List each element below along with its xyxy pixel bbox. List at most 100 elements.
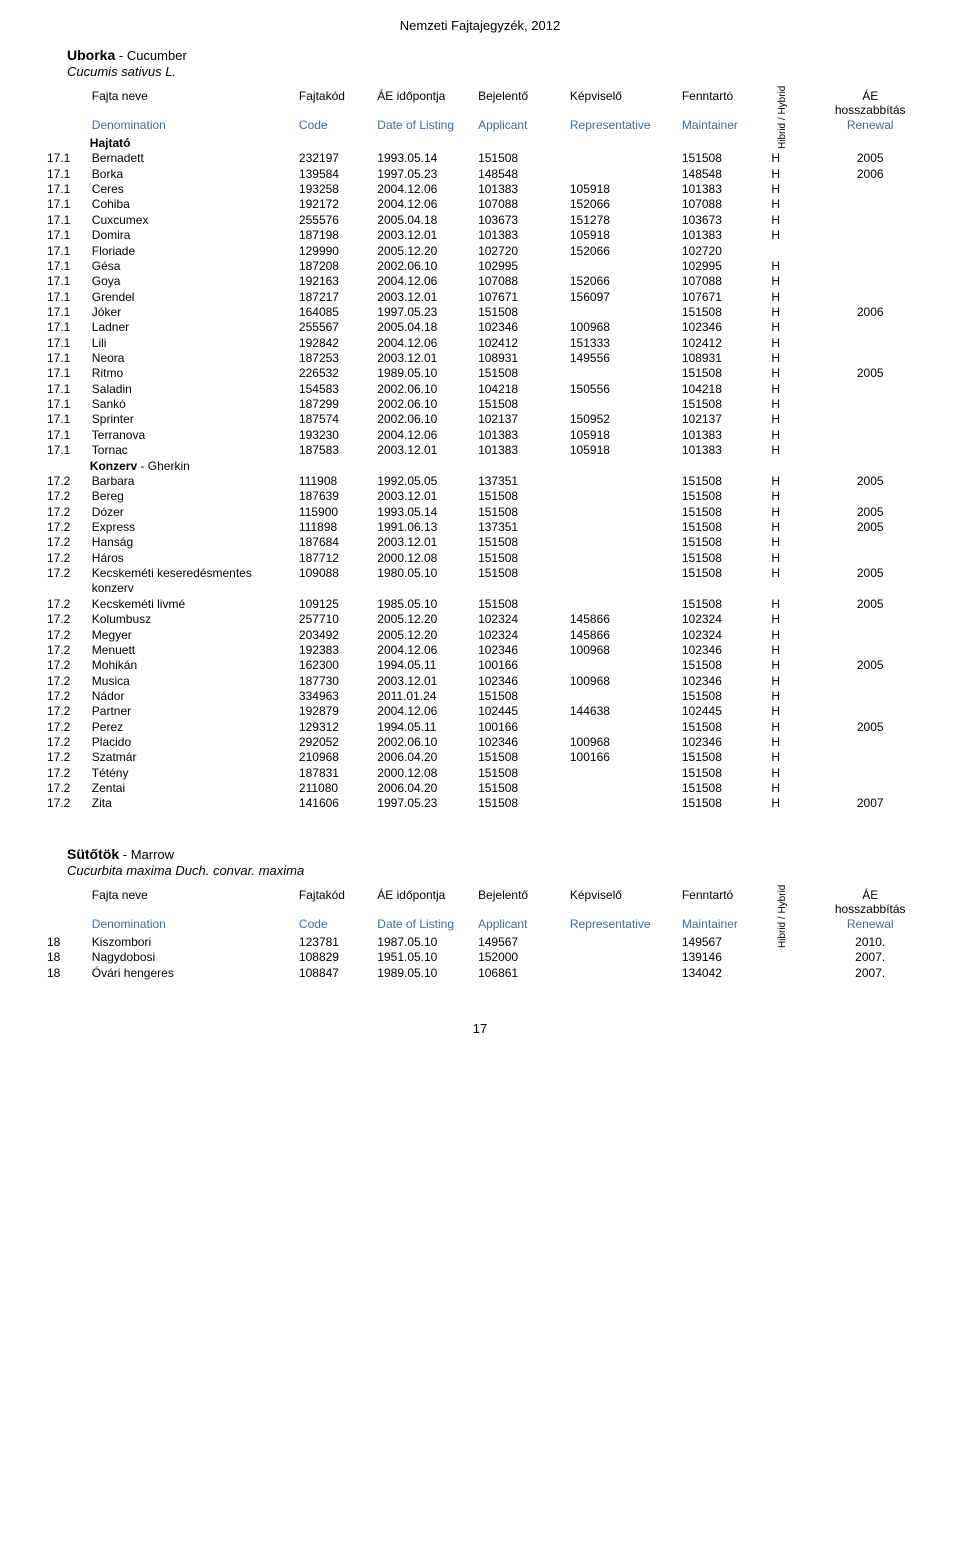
- cell-hyb: H: [769, 704, 825, 719]
- cell-code: 193230: [297, 428, 375, 443]
- cell-app: 102412: [476, 336, 568, 351]
- species-name-sep: -: [119, 48, 127, 63]
- cell-name: Borka: [90, 167, 297, 182]
- cell-rep: 145866: [568, 612, 680, 627]
- table-row: 17.2Dózer1159001993.05.14151508151508H20…: [45, 505, 915, 520]
- cell-maint: 134042: [680, 966, 770, 981]
- cell-code: 334963: [297, 689, 375, 704]
- cell-renew: [825, 428, 915, 443]
- cell-hyb: H: [769, 259, 825, 274]
- cell-name: Musica: [90, 674, 297, 689]
- species2-latin: Cucurbita maxima Duch. convar. maxima: [67, 863, 915, 878]
- cell-rep: 152066: [568, 244, 680, 259]
- cell-code: 187684: [297, 535, 375, 550]
- cell-hyb: H: [769, 412, 825, 427]
- cell-maint: 102346: [680, 320, 770, 335]
- cell-idx: 17.1: [45, 244, 90, 259]
- cell-renew: [825, 766, 915, 781]
- cell-maint: 102346: [680, 735, 770, 750]
- table-row: 17.2Express1118981991.06.13137351151508H…: [45, 520, 915, 535]
- cell-date: 2004.12.06: [375, 182, 476, 197]
- cell-code: 193258: [297, 182, 375, 197]
- cell-date: 2003.12.01: [375, 674, 476, 689]
- cell-rep: [568, 535, 680, 550]
- cell-maint: 101383: [680, 182, 770, 197]
- cell-name: Cuxcumex: [90, 213, 297, 228]
- cell-code: 192842: [297, 336, 375, 351]
- cell-date: 2004.12.06: [375, 336, 476, 351]
- table-row: 17.1Saladin1545832002.06.101042181505561…: [45, 382, 915, 397]
- cell-maint: 102324: [680, 628, 770, 643]
- cell-idx: 17.2: [45, 781, 90, 796]
- cell-rep: 105918: [568, 228, 680, 243]
- cell-idx: 17.2: [45, 750, 90, 765]
- cell-app: 102995: [476, 259, 568, 274]
- cell-date: 2003.12.01: [375, 443, 476, 458]
- table-row: 17.2Zentai2110802006.04.20151508151508H: [45, 781, 915, 796]
- cell-hyb: H: [769, 366, 825, 381]
- cell-date: 1951.05.10: [375, 950, 476, 965]
- cell-renew: 2005: [825, 566, 915, 597]
- cell-maint: 102995: [680, 259, 770, 274]
- cell-hyb: H: [769, 674, 825, 689]
- cell-renew: 2007: [825, 796, 915, 811]
- cell-code: 111898: [297, 520, 375, 535]
- cell-name: Óvári hengeres: [90, 966, 297, 981]
- table-row: 17.2Nádor3349632011.01.24151508151508H: [45, 689, 915, 704]
- col-name-en: Denomination: [90, 117, 297, 136]
- cell-hyb: H: [769, 382, 825, 397]
- cell-name: Jóker: [90, 305, 297, 320]
- cell-name: Kolumbusz: [90, 612, 297, 627]
- cell-hyb: H: [769, 766, 825, 781]
- cell-maint: 107088: [680, 197, 770, 212]
- cell-maint: 102324: [680, 612, 770, 627]
- cell-idx: 17.2: [45, 674, 90, 689]
- cell-name: Dózer: [90, 505, 297, 520]
- cell-renew: 2005: [825, 597, 915, 612]
- cell-maint: 151508: [680, 151, 770, 166]
- cell-rep: 105918: [568, 443, 680, 458]
- cell-code: 211080: [297, 781, 375, 796]
- cell-renew: [825, 643, 915, 658]
- cell-app: 151508: [476, 151, 568, 166]
- cell-name: Tornac: [90, 443, 297, 458]
- col-maint-hu: Fenntartó: [680, 888, 770, 916]
- cell-idx: 17.2: [45, 766, 90, 781]
- cell-name: Megyer: [90, 628, 297, 643]
- cell-renew: 2005: [825, 520, 915, 535]
- cell-rep: [568, 397, 680, 412]
- cell-renew: 2007.: [825, 966, 915, 981]
- cell-maint: 102137: [680, 412, 770, 427]
- cell-name: Kiszombori: [90, 935, 297, 950]
- cell-idx: 17.1: [45, 259, 90, 274]
- cell-date: 2003.12.01: [375, 290, 476, 305]
- cell-hyb: H: [769, 643, 825, 658]
- cell-rep: [568, 766, 680, 781]
- cell-rep: [568, 474, 680, 489]
- cell-code: 255576: [297, 213, 375, 228]
- cell-name: Sankó: [90, 397, 297, 412]
- cell-renew: [825, 551, 915, 566]
- cell-idx: 17.1: [45, 290, 90, 305]
- cell-hyb: [769, 966, 825, 981]
- col-rep-hu: Képviselő: [568, 888, 680, 916]
- cell-code: 232197: [297, 151, 375, 166]
- cell-name: Ritmo: [90, 366, 297, 381]
- cell-name: Bernadett: [90, 151, 297, 166]
- cell-idx: 17.2: [45, 520, 90, 535]
- cell-idx: 18: [45, 935, 90, 950]
- cell-code: 109125: [297, 597, 375, 612]
- col-rep-hu: Képviselő: [568, 89, 680, 117]
- cell-code: 164085: [297, 305, 375, 320]
- cell-name: Grendel: [90, 290, 297, 305]
- table-row: 18Óvári hengeres1088471989.05.1010686113…: [45, 966, 915, 981]
- table-row: 17.1Tornac1875832003.12.0110138310591810…: [45, 443, 915, 458]
- cell-app: 103673: [476, 213, 568, 228]
- cell-rep: 149556: [568, 351, 680, 366]
- cell-app: 101383: [476, 443, 568, 458]
- cell-date: 2002.06.10: [375, 735, 476, 750]
- table-row: 17.2Kecskeméti keseredésmentes konzerv10…: [45, 566, 915, 597]
- cell-renew: 2005: [825, 720, 915, 735]
- cell-idx: 17.2: [45, 489, 90, 504]
- cell-name: Express: [90, 520, 297, 535]
